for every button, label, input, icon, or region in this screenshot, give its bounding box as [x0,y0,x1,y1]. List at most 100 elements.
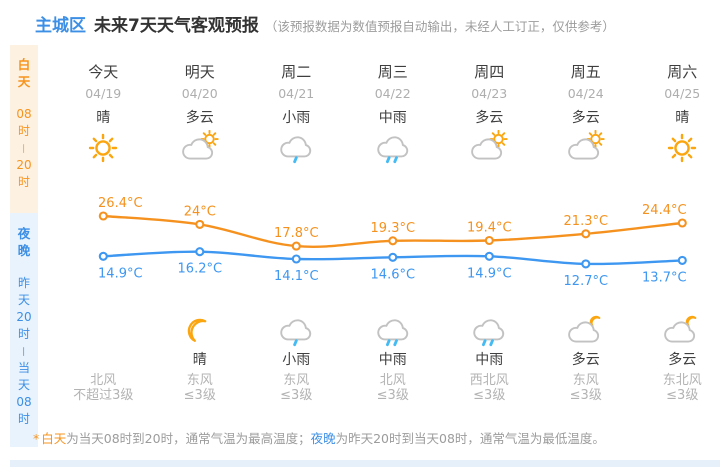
wind-direction: 西北风 [469,373,509,388]
temp-point [98,251,108,261]
temp-point [195,247,205,257]
date-label: 04/25 [664,86,701,101]
day-condition: 晴 [675,110,690,126]
temp-label: 14.1°C [274,269,319,284]
day-condition: 多云 [475,110,504,126]
sidebar-time-char: 昨 [17,276,30,290]
temp-point [291,241,301,251]
sun-icon [55,128,152,168]
day-name: 明天 [184,63,215,81]
sidebar-time-char: — [18,143,30,154]
sidebar-time-char: 时 [17,412,30,426]
day-condition: 多云 [185,110,214,126]
temp-label: 26.4°C [98,196,143,211]
night-condition: 中雨 [378,352,407,368]
wind-column: 东风 ≤3级 [152,373,249,403]
temp-label: 21.3°C [564,214,609,229]
temp-label: 13.7°C [642,270,687,285]
sidebar-time-char: 时 [17,124,30,138]
sidebar-time-char: 20 [16,310,32,324]
night-sidebar: 夜晚昨天 20 时 — 当天 08 时 [10,213,38,447]
date-label: 04/23 [471,86,508,101]
forecast-column: 今天 04/19 晴 [55,62,152,168]
temp-label: 19.3°C [371,221,416,236]
temp-label: 14.9°C [467,266,512,281]
wind-level: ≤3级 [569,388,602,403]
cloud-sun-icon [441,128,538,168]
wind-column: 北风 不超过3级 [55,373,152,403]
night-column: 中雨 [345,312,442,370]
temp-point [388,252,398,262]
night-column: 中雨 [441,312,538,370]
sidebar-time-char: 20 [16,158,32,172]
sidebar-label-char: 晚 [17,243,31,258]
icon-empty [55,312,152,350]
footnote: * 白天为当天08时到20时，通常气温为最高温度；夜晚为昨天20时到当天08时，通… [33,431,605,446]
temp-label: 24°C [184,204,216,219]
wind-direction: 北风 [90,373,117,388]
day-condition: 中雨 [378,110,407,126]
temp-point [388,236,398,246]
cloud-rain-2-icon [345,128,442,168]
wind-direction: 东风 [572,373,599,388]
sidebar-label-char: 夜 [17,226,31,241]
next-section-strip [10,460,720,467]
cloud-rain-1-icon [248,128,345,168]
cloud-moon-icon [634,312,720,350]
wind-direction: 北风 [379,373,406,388]
temp-point [677,255,687,265]
footnote-day-text: 为当天08时到20时，通常气温为最高温度； [66,431,311,446]
night-forecast-band: 晴 小雨 中雨 中雨 多云 多云 [55,312,720,370]
cloud-rain-2-icon [345,312,442,350]
temp-label: 17.8°C [274,226,319,241]
wind-level: 不超过3级 [73,388,134,403]
day-condition: 晴 [96,110,111,126]
temp-point [484,251,494,261]
temp-point [581,259,591,269]
temp-point [677,218,687,228]
wind-direction: 东北风 [662,373,702,388]
temp-point [484,235,494,246]
forecast-column: 周四 04/23 多云 [441,62,538,168]
temp-point [195,219,205,229]
day-name: 今天 [88,63,119,81]
wind-level: ≤3级 [280,388,313,403]
day-condition: 多云 [571,110,600,126]
day-condition: 小雨 [282,110,311,126]
wind-column: 西北风 ≤3级 [441,373,538,403]
forecast-column: 周二 04/21 小雨 [248,62,345,168]
date-label: 04/24 [567,86,604,101]
day-name: 周四 [474,63,505,81]
forecast-column: 周六 04/25 晴 [634,62,720,168]
cloud-rain-2-icon [441,312,538,350]
day-name: 周六 [667,63,698,81]
night-column: 晴 [152,312,249,370]
night-column [55,312,152,370]
sidebar-time-char: 天 [17,378,30,392]
night-column: 多云 [538,312,635,370]
wind-level: ≤3级 [376,388,409,403]
temperature-chart: 26.4°C 24°C 17.8°C 19.3°C 19.4°C 21.3°C 24.4°C… [0,185,720,310]
night-condition: 小雨 [282,352,311,368]
footnote-night-label: 夜晚 [310,431,336,446]
date-label: 04/21 [278,86,315,101]
cloud-moon-icon [538,312,635,350]
wind-column: 东北风 ≤3级 [634,373,720,403]
wind-forecast-band: 北风 不超过3级 东风 ≤3级 东风 ≤3级 北风 ≤3级 西北风 ≤3级 东风 ≤3级 东北风 ≤3级 [55,373,720,403]
sidebar-time-char: 08 [16,395,32,409]
wind-direction: 东风 [283,373,310,388]
sidebar-time-char: 当 [17,361,30,375]
date-label: 04/19 [85,86,122,101]
moon-icon [152,312,249,350]
sidebar-time-char: 08 [16,107,32,121]
sidebar-time-char: 天 [17,293,30,307]
day-name: 周三 [377,63,408,81]
sidebar-time-char: 时 [17,175,30,189]
disclaimer-note: （该预报数据为数值预报自动输出，未经人工订正，仅供参考） [264,19,615,34]
footnote-night-text: 为昨天20时到当天08时，通常气温为最低温度。 [335,431,605,446]
forecast-column: 周三 04/22 中雨 [345,62,442,168]
temp-point [98,211,108,221]
region-selector[interactable]: 主城区 [35,16,86,36]
sun-icon [634,128,720,168]
sidebar-label-char: 天 [17,74,31,89]
